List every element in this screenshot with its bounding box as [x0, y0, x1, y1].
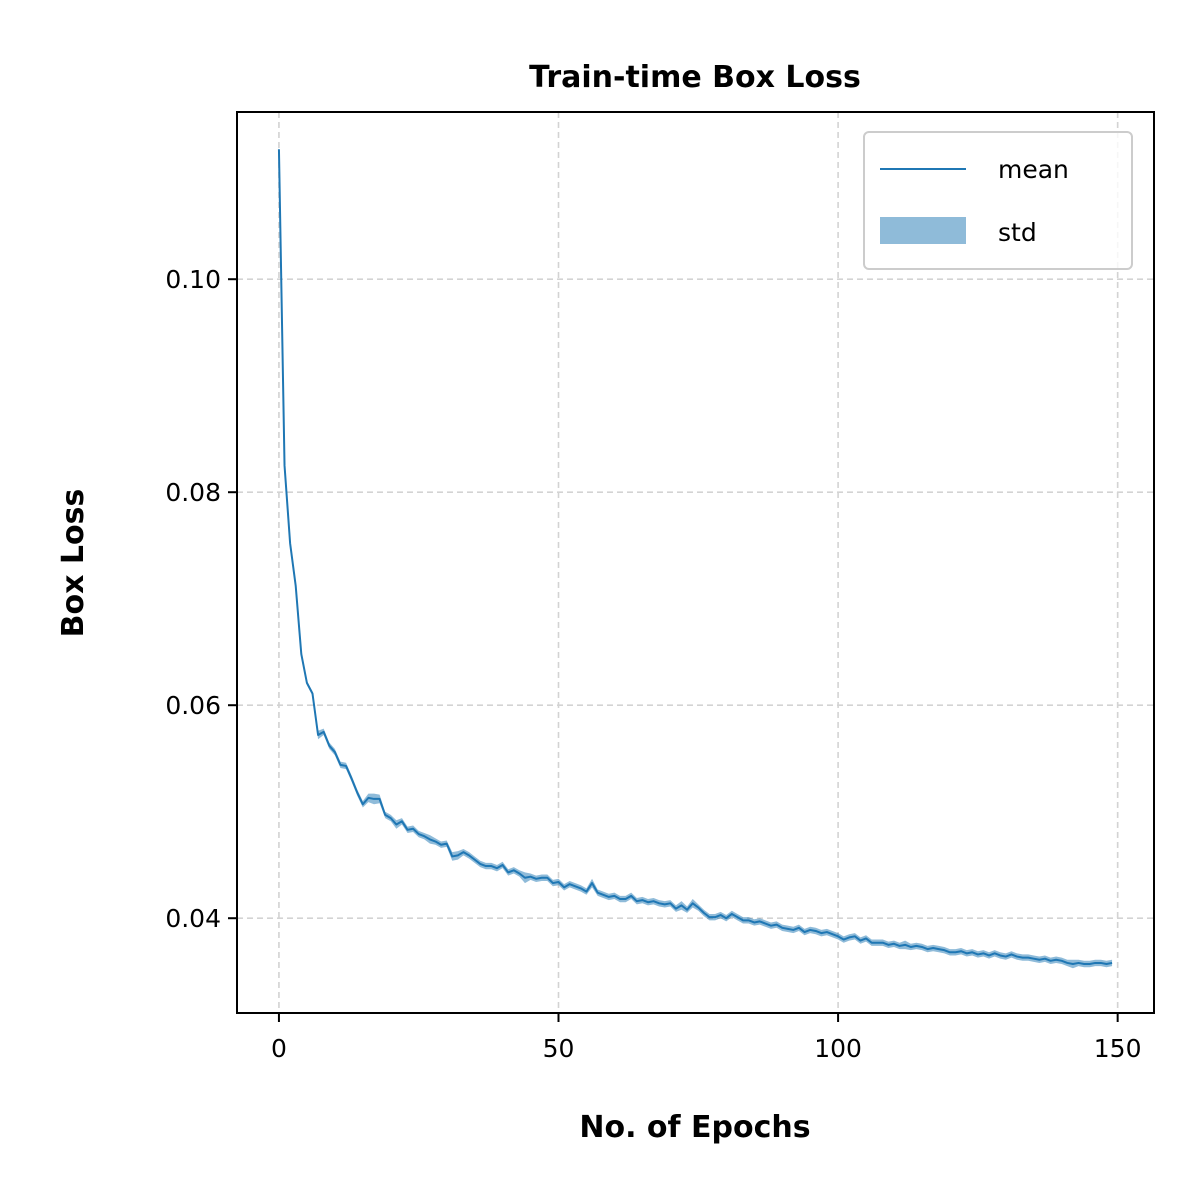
y-tick-label: 0.06: [165, 691, 221, 720]
x-tick-label: 0: [271, 1034, 287, 1063]
legend-std-swatch: [880, 217, 966, 244]
mean-line-layer: [277, 149, 1113, 966]
mean-line: [277, 149, 1113, 966]
legend-box: [863, 131, 1133, 270]
y-axis-ticks: 0.04 0.06 0.08 0.10: [165, 265, 237, 933]
y-tick-label: 0.04: [165, 904, 221, 933]
x-axis-ticks: 0 50 100 150: [271, 1013, 1142, 1063]
legend-mean-label: mean: [998, 155, 1069, 184]
x-tick-label: 50: [543, 1034, 575, 1063]
y-tick-label: 0.10: [165, 265, 221, 294]
x-tick-label: 100: [814, 1034, 862, 1063]
plot-frame: [236, 111, 1155, 1014]
legend: mean std: [863, 131, 1133, 270]
x-axis-label: No. of Epochs: [579, 1110, 810, 1145]
chart-title: Train-time Box Loss: [529, 60, 861, 95]
y-axis-label: Box Loss: [56, 489, 91, 638]
y-tick-label: 0.08: [165, 478, 221, 507]
legend-std-label: std: [998, 218, 1037, 247]
x-tick-label: 150: [1094, 1034, 1142, 1063]
